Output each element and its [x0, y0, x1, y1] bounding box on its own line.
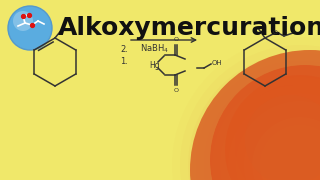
Circle shape [245, 95, 320, 180]
Text: NaBH$_4$: NaBH$_4$ [140, 43, 169, 55]
Circle shape [220, 85, 320, 180]
Circle shape [252, 117, 320, 180]
Circle shape [225, 75, 320, 180]
Circle shape [13, 11, 33, 31]
Text: O: O [273, 30, 277, 35]
Circle shape [8, 6, 52, 50]
Circle shape [190, 50, 320, 180]
Text: OH: OH [212, 60, 223, 66]
Text: O: O [173, 88, 179, 93]
Text: 2.: 2. [120, 44, 128, 53]
Circle shape [236, 101, 320, 180]
Text: 1.: 1. [120, 57, 128, 66]
Circle shape [210, 65, 320, 180]
Circle shape [260, 125, 320, 180]
Text: Alkoxymercuration: Alkoxymercuration [58, 16, 320, 40]
Circle shape [235, 85, 320, 180]
Circle shape [228, 93, 320, 180]
Text: O: O [173, 37, 179, 42]
Text: Hg: Hg [150, 60, 160, 69]
Circle shape [212, 77, 320, 180]
Circle shape [244, 109, 320, 180]
